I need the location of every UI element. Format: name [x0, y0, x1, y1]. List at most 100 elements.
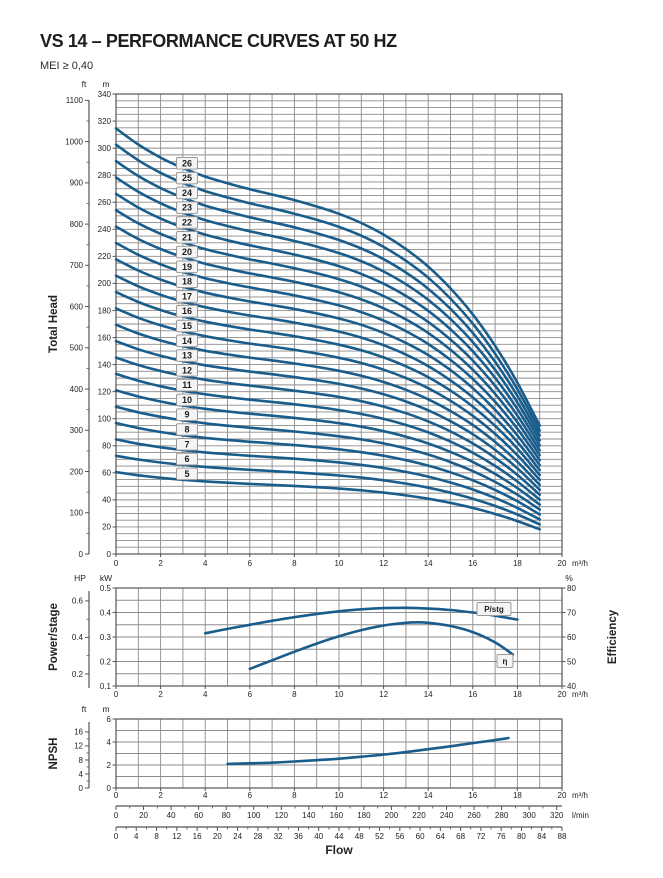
gpm-label: 28	[253, 832, 262, 841]
stage-label-15: 15	[176, 319, 198, 333]
stage-label-box	[176, 378, 198, 392]
lmin-label: 80	[222, 811, 231, 820]
gpm-label: 40	[314, 832, 323, 841]
x-tick-label: 4	[203, 690, 208, 699]
x-tick-label: 14	[424, 791, 433, 800]
hp-unit: HP	[74, 573, 86, 583]
x-tick-label: 14	[424, 690, 433, 699]
head-axis-title: Total Head	[48, 295, 60, 353]
npsh-ft-label: 16	[74, 728, 83, 737]
stage-label-text: 18	[182, 277, 192, 287]
stage-label-box	[176, 245, 198, 259]
stage-label-23: 23	[176, 201, 198, 215]
head-m-label: 280	[98, 171, 112, 180]
x-tick-label: 2	[158, 690, 163, 699]
gpm-label: 72	[476, 832, 485, 841]
x-tick-label: 0	[114, 791, 119, 800]
stage-label-16: 16	[176, 304, 198, 318]
stage-label-box	[176, 275, 198, 288]
lmin-label: 200	[385, 811, 399, 820]
power-efficiency-chart: 0.1 0.2 0.3 0.4 0.5kW 0.2 0.4 0.6 HP 40 50 60 70 80% 0…	[48, 573, 619, 699]
stage-label-box	[176, 186, 198, 200]
gpm-label: 84	[537, 832, 546, 841]
gpm-label: 60	[416, 832, 425, 841]
npsh-ft-label: 12	[74, 742, 83, 751]
x-tick-label: 8	[292, 690, 297, 699]
x-tick-label: 16	[468, 791, 477, 800]
efficiency-series-label: η	[496, 654, 514, 668]
head-ft-label: 100	[70, 509, 84, 518]
stage-label-text: 8	[184, 425, 189, 435]
x-tick-label: 10	[335, 690, 344, 699]
x-axis-unit: m³/h	[572, 690, 588, 699]
gpm-label: 4	[134, 832, 139, 841]
head-ft-label: 400	[70, 385, 84, 394]
power-axis-title: Power/stage	[48, 603, 60, 671]
stage-label-26: 26	[176, 157, 198, 170]
stage-label-8: 8	[176, 423, 198, 436]
stage-label-text: 5	[184, 469, 189, 479]
stage-label-text: 20	[182, 247, 192, 257]
head-ft-label: 600	[70, 302, 84, 311]
head-ft-label: 200	[70, 467, 84, 476]
stage-label-text: 26	[182, 158, 192, 168]
stage-label-text: 25	[182, 173, 192, 183]
x-tick-label: 20	[558, 559, 567, 568]
mei-rating: MEI ≥ 0,40	[40, 60, 94, 72]
stage-label-13: 13	[176, 349, 198, 362]
lmin-label: 20	[139, 811, 148, 820]
kw-label: 0.4	[100, 608, 112, 617]
stage-label-10: 10	[176, 393, 198, 407]
x-tick-label: 8	[292, 559, 297, 568]
stage-label-text: 13	[182, 351, 192, 361]
pct-label: 60	[567, 633, 576, 642]
x-tick-label: 16	[468, 559, 477, 568]
x-tick-label: 6	[248, 791, 253, 800]
gpm-label: 0	[114, 832, 119, 841]
x-tick-label: 12	[379, 559, 388, 568]
x-tick-label: 2	[158, 791, 163, 800]
hp-label: 0.6	[72, 597, 84, 606]
efficiency-label-text: η	[503, 657, 508, 666]
gpm-label: 64	[436, 832, 445, 841]
stage-label-text: 16	[182, 306, 192, 316]
lmin-label: 0	[114, 811, 119, 820]
stage-label-text: 15	[182, 321, 192, 331]
x-tick-label: 18	[513, 690, 522, 699]
head-m-label: 40	[102, 496, 111, 505]
stage-label-11: 11	[176, 378, 198, 392]
head-m-label: 340	[98, 90, 112, 99]
stage-label-7: 7	[176, 437, 198, 451]
pct-label: 70	[567, 608, 576, 617]
kw-label: 0.5	[100, 584, 112, 593]
head-ft-label: 800	[70, 220, 84, 229]
x-tick-label: 16	[468, 690, 477, 699]
x-tick-label: 4	[203, 559, 208, 568]
x-tick-label: 4	[203, 791, 208, 800]
head-m-label: 100	[98, 415, 112, 424]
stage-label-box	[176, 171, 198, 185]
stage-label-text: 24	[182, 188, 192, 198]
stage-label-box	[176, 290, 198, 303]
head-m-label: 60	[102, 469, 111, 478]
npsh-axis-title: NPSH	[48, 738, 60, 770]
hp-label: 0.4	[72, 633, 84, 642]
stage-label-text: 7	[184, 439, 189, 449]
stage-label-6: 6	[176, 452, 198, 466]
kw-unit: kW	[100, 573, 112, 583]
x-tick-label: 18	[513, 559, 522, 568]
power-label-box	[476, 602, 512, 616]
curve-power-per-stage	[203, 606, 519, 635]
x-axis-unit: m³/h	[572, 559, 588, 568]
curve-npsh	[226, 736, 510, 766]
stage-label-5: 5	[176, 467, 198, 481]
power-series-label: P/stg	[476, 602, 512, 616]
stage-label-text: 12	[182, 365, 192, 375]
lmin-label: 280	[495, 811, 509, 820]
stage-label-box	[176, 201, 198, 215]
npsh-ft-label: 8	[79, 756, 84, 765]
x-tick-label: 10	[335, 791, 344, 800]
x-tick-label: 20	[558, 791, 567, 800]
